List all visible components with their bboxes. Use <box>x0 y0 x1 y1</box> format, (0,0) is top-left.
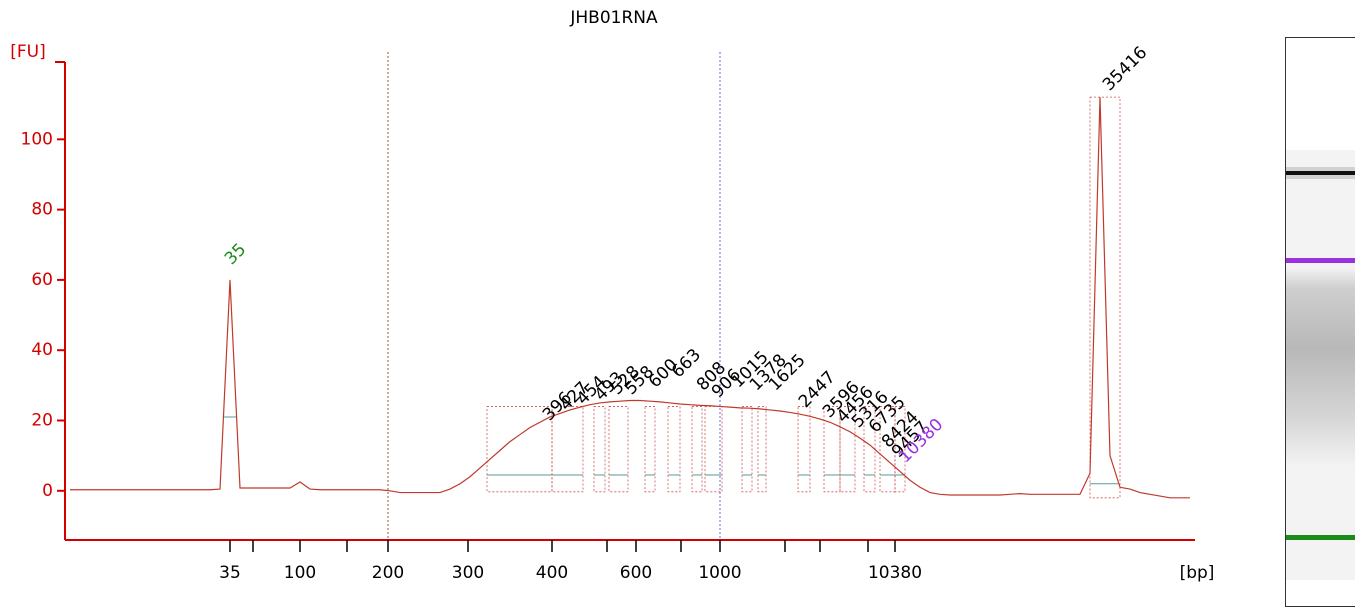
peak-window <box>894 406 906 493</box>
peak-window <box>593 406 606 493</box>
peak-window <box>741 406 753 493</box>
peak-window <box>486 406 553 493</box>
y-tick-label: 80 <box>31 200 53 220</box>
x-tick-label: 100 <box>284 563 316 583</box>
peak-window <box>691 406 703 493</box>
peak-window <box>839 406 856 493</box>
x-tick-label: 400 <box>536 563 568 583</box>
x-axis-label: [bp] <box>1180 563 1215 583</box>
y-axis-label: [FU] <box>10 42 46 62</box>
trace <box>70 97 1190 499</box>
peak-label: 35 <box>221 240 250 269</box>
peak-label: 35416 <box>1099 43 1151 95</box>
y-tick-label: 60 <box>31 270 53 290</box>
x-tick-label: 600 <box>620 563 652 583</box>
peak-window <box>704 406 723 493</box>
peak-window <box>757 406 767 493</box>
gel-marker-band <box>1286 535 1355 540</box>
gel-lane <box>1285 37 1355 607</box>
peak-window <box>667 406 681 493</box>
x-tick-label: 35 <box>219 563 241 583</box>
y-tick-label: 100 <box>21 129 53 149</box>
x-tick-label: 200 <box>372 563 404 583</box>
peak-window <box>644 406 656 493</box>
gel-smear <box>1286 268 1355 468</box>
gel-marker-band <box>1286 258 1355 263</box>
peak-window <box>797 406 811 493</box>
x-tick-label: 1000 <box>698 563 741 583</box>
peak-window <box>608 406 629 493</box>
x-tick-label: 300 <box>452 563 484 583</box>
gel-band <box>1286 171 1355 175</box>
chart-title: JHB01RNA <box>569 8 658 28</box>
y-tick-label: 20 <box>31 411 53 431</box>
y-tick-label: 40 <box>31 340 53 360</box>
x-tick-label: 10380 <box>868 563 922 583</box>
peak-window <box>551 406 584 493</box>
peak-window <box>823 406 841 493</box>
y-tick-label: 0 <box>42 481 53 501</box>
peak-window <box>1089 96 1121 499</box>
